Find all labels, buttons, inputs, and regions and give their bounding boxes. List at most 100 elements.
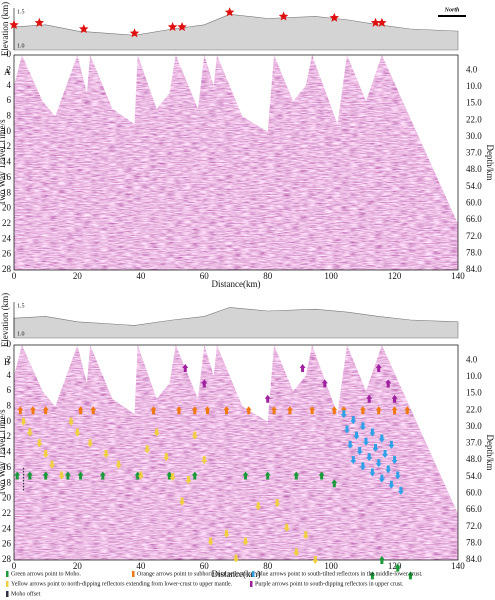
distance-tick: 140 — [451, 561, 465, 571]
arrow — [309, 406, 316, 415]
depth-tick: 30.0 — [466, 421, 482, 431]
arrow — [397, 486, 404, 495]
depth-tick: 10.0 — [466, 371, 482, 381]
arrow — [223, 529, 230, 538]
arrow — [331, 406, 338, 415]
arrow — [359, 422, 366, 431]
arrow — [185, 476, 192, 485]
arrow — [366, 394, 373, 403]
legend-swatch — [252, 571, 255, 577]
legend-swatch — [6, 581, 9, 587]
depth-tick: 84.0 — [466, 554, 482, 564]
north-label: North — [444, 7, 460, 13]
arrow — [391, 456, 398, 465]
arrow — [245, 406, 252, 415]
depth-tick: 37.0 — [466, 148, 482, 158]
time-tick: 28 — [2, 264, 12, 274]
time-tick: 24 — [2, 523, 12, 533]
time-tick: 22 — [2, 218, 11, 228]
time-label: Two Way Travel Time/s — [0, 409, 7, 496]
plot-frame — [13, 54, 459, 271]
legend-swatch — [250, 581, 253, 587]
time-tick: 18 — [2, 477, 12, 487]
elevation-profile — [13, 13, 459, 51]
legend-swatch — [6, 571, 9, 577]
arrow — [331, 479, 338, 488]
time-tick: 22 — [2, 508, 11, 518]
arrow — [302, 531, 309, 540]
arrow — [359, 406, 366, 415]
arrow — [169, 473, 176, 482]
depth-tick: 66.0 — [466, 504, 482, 514]
arrow — [137, 471, 144, 480]
depth-tick: 78.0 — [466, 537, 482, 547]
arrow — [17, 406, 24, 415]
time-tick: 8 — [7, 110, 12, 120]
arrow — [391, 394, 398, 403]
depth-tick: 54.0 — [466, 181, 482, 191]
station-star — [329, 12, 340, 22]
arrow — [375, 459, 382, 468]
time-tick: 0 — [7, 49, 12, 59]
arrow — [134, 471, 141, 480]
arrow — [242, 471, 249, 480]
time-tick: 14 — [2, 447, 12, 457]
time-tick: 14 — [2, 157, 12, 167]
time-tick: 0 — [7, 339, 12, 349]
arrow — [20, 417, 27, 426]
time-tick: 20 — [2, 203, 12, 213]
depth-tick: 72.0 — [466, 521, 482, 531]
distance-tick: 0 — [12, 271, 17, 281]
arrow — [369, 571, 376, 580]
legend-text: Orange arrows point to subhorizontal ref… — [137, 570, 253, 577]
arrow — [350, 416, 357, 425]
arrow — [99, 471, 106, 480]
arrow — [58, 471, 65, 480]
panel-label: B — [4, 357, 10, 367]
time-tick: 24 — [2, 233, 12, 243]
depth-tick: 22.0 — [466, 114, 482, 124]
station-star — [177, 22, 187, 32]
arrow — [388, 440, 395, 449]
seismic-section — [14, 55, 458, 270]
distance-tick: 100 — [324, 271, 338, 281]
depth-tick: 48.0 — [466, 454, 482, 464]
legend-text: Yellow arrows point to north-dipping ref… — [11, 580, 233, 587]
arrow — [359, 462, 366, 471]
depth-tick: 15.0 — [466, 388, 482, 398]
station-star — [9, 19, 19, 29]
arrow — [382, 450, 389, 459]
elevation-tick: 1.0 — [17, 43, 25, 49]
time-tick: 26 — [2, 249, 12, 259]
distance-label: Distance(km) — [212, 569, 261, 579]
arrow — [201, 456, 208, 465]
arrow — [204, 406, 211, 415]
time-tick: 26 — [2, 539, 12, 549]
depth-tick: 60.0 — [466, 488, 482, 498]
arrow — [242, 537, 249, 546]
distance-tick: 100 — [324, 561, 338, 571]
arrow — [271, 406, 278, 415]
arrow — [68, 417, 75, 426]
arrow — [378, 556, 385, 564]
legend-text: Moho offset — [11, 590, 41, 597]
time-tick: 20 — [2, 493, 12, 503]
arrow — [36, 439, 43, 448]
elevation-tick: 1.5 — [17, 303, 25, 309]
time-tick: 6 — [7, 95, 12, 105]
arrow — [385, 379, 392, 388]
depth-label: Depth/km — [485, 435, 495, 471]
arrow — [299, 364, 306, 373]
arrow — [14, 471, 21, 480]
elevation-tick: 1.5 — [17, 9, 25, 15]
legend-text: Green arrows point to Moho. — [11, 571, 81, 577]
arrow — [26, 471, 33, 480]
depth-tick: 30.0 — [466, 131, 482, 141]
time-tick: 4 — [7, 370, 12, 380]
arrow — [233, 554, 239, 563]
elevation-tick: 1.0 — [17, 331, 25, 337]
arrow — [30, 406, 37, 415]
elevation-label: Elevation (km) — [0, 293, 10, 347]
arrow — [350, 456, 357, 465]
distance-tick: 0 — [12, 561, 17, 571]
